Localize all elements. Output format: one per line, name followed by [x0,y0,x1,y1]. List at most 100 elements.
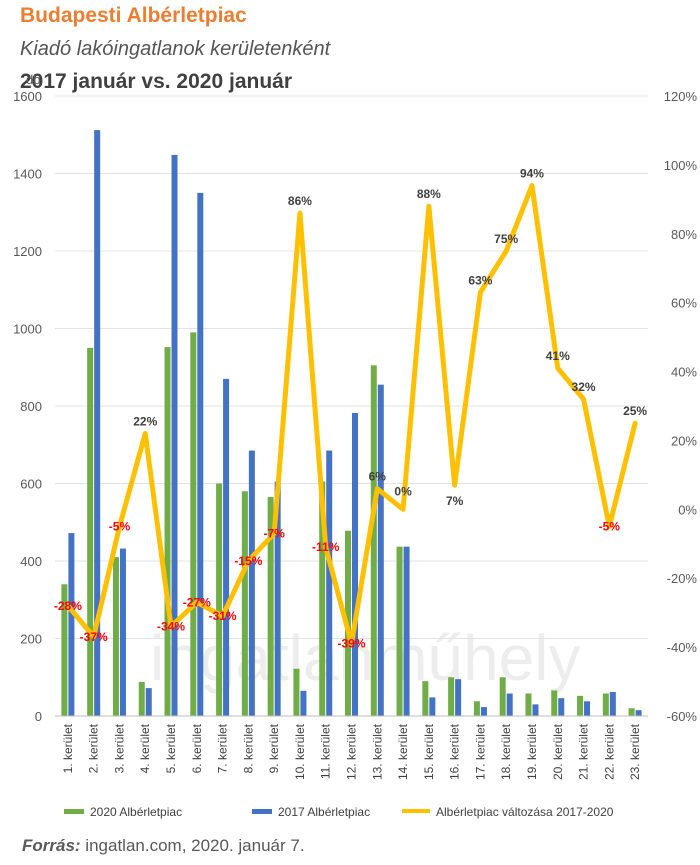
bar-2020 [628,708,635,716]
category-label: 15. kerület [422,723,436,780]
y2-tick-label: 80% [671,227,697,242]
y-tick-label: 600 [20,477,42,492]
change-line [65,183,638,647]
bar-2020 [551,690,558,716]
category-labels: 1. kerület 2. kerület 3. kerület 4. kerület… [61,723,642,780]
bar-2020 [190,332,197,716]
bar-2017 [248,450,255,716]
category-label: 3. kerület [112,723,126,773]
data-label: 32% [572,380,596,394]
chart-subtitle: Kiadó lakóingatlanok kerületenként [20,38,331,60]
bar-2017 [480,707,487,716]
bar-2020 [525,693,532,716]
y-tick-label: 200 [20,632,42,647]
category-label: 1. kerület [61,723,75,773]
y2-tick-label: -60% [667,709,698,724]
category-label: 4. kerület [138,723,152,773]
bar-2017 [558,698,565,716]
bar-2017 [274,481,281,716]
category-label: 7. kerület [216,723,230,773]
bar-2020 [577,695,584,716]
bar-2020 [370,365,377,716]
category-label: 12. kerület [345,723,359,780]
data-label: 25% [623,404,647,418]
category-label: 11. kerület [319,723,333,779]
category-label: 14. kerület [396,723,410,780]
data-label: 41% [546,349,570,363]
y2-tick-label: 20% [671,433,697,448]
category-label: 8. kerület [241,723,255,773]
category-label: 9. kerület [267,723,281,773]
data-label: 94% [520,167,544,181]
legend-swatch [252,809,272,814]
data-label: -39% [337,637,365,651]
combo-chart: ingatlanműhely db 0 200 400 600 800 1000 1200 1… [13,72,698,819]
data-label: -27% [183,595,211,609]
bar-2017 [506,693,513,716]
legend: 2020 Albérletpiac 2017 Albérletpiac Albérl… [64,805,614,819]
bar-2020 [499,677,506,716]
bar-2020 [602,693,609,716]
category-label: 18. kerület [499,723,513,780]
bar-2020 [319,481,326,716]
category-label: 20. kerület [551,723,565,780]
y-tick-label: 1600 [13,89,42,104]
bar-2020 [293,668,300,716]
bar-2017 [377,384,384,716]
bar-2017 [94,130,101,717]
bar-2017 [455,679,462,716]
legend-swatch [64,809,84,814]
category-label: 5. kerület [164,723,178,773]
bar-2017 [326,450,333,716]
data-label: 7% [446,494,464,508]
data-label: -5% [109,520,131,534]
bar-2017 [635,710,642,716]
data-label: -11% [312,540,340,554]
bar-2020 [87,347,94,716]
data-label: -15% [234,554,262,568]
chart-title: Budapesti Albérletpiac [20,4,247,27]
category-label: 17. kerület [473,723,487,780]
data-label: 6% [369,470,387,484]
data-label: 0% [394,484,412,498]
legend-label: 2017 Albérletpiac [278,805,370,819]
y-tick-label: 800 [20,399,42,414]
bar-2020 [138,681,145,716]
category-label: 19. kerület [525,723,539,780]
data-label: -7% [263,526,285,540]
bar-2017 [300,690,307,716]
legend-label: Albérletpiac változása 2017-2020 [436,805,614,819]
source-label: Forrás: [22,836,81,855]
y2-axis-ticks: -60% -40% -20% 0% 20% 40% 60% 80% 100% 120% [664,89,698,724]
bar-2017 [584,701,591,716]
data-label: 75% [494,232,518,246]
bar-2020 [61,584,68,716]
y2-tick-label: -40% [667,640,698,655]
y-tick-label: 1000 [13,322,42,337]
category-label: 21. kerület [577,723,591,780]
category-label: 13. kerület [370,723,384,780]
data-label: 63% [468,273,492,287]
bar-2020 [422,681,429,716]
bar-2020 [448,677,455,716]
bar-2020 [267,497,274,716]
bar-2017 [609,691,616,716]
watermark: ingatlanműhely [150,622,581,694]
y2-tick-label: 120% [664,89,698,104]
bars [61,130,642,717]
category-label: 2. kerület [87,723,101,773]
source-note: Forrás: ingatlan.com, 2020. január 7. [22,836,305,856]
bar-2017 [403,546,410,716]
data-label: 86% [288,194,312,208]
category-label: 16. kerület [448,723,462,780]
bar-2020 [164,347,171,716]
bar-2020 [216,483,223,716]
y-tick-label: 1400 [13,167,42,182]
legend-label: 2020 Albérletpiac [90,805,182,819]
bar-2017 [429,697,436,716]
data-labels: -28% -37% -5% 22% -34% -27%-31% -15%-7% 86% -11%… [54,167,648,651]
source-text: ingatlan.com, 2020. január 7. [80,836,305,855]
bar-2020 [112,557,119,716]
data-label: -31% [209,609,237,623]
y-tick-label: 400 [20,554,42,569]
